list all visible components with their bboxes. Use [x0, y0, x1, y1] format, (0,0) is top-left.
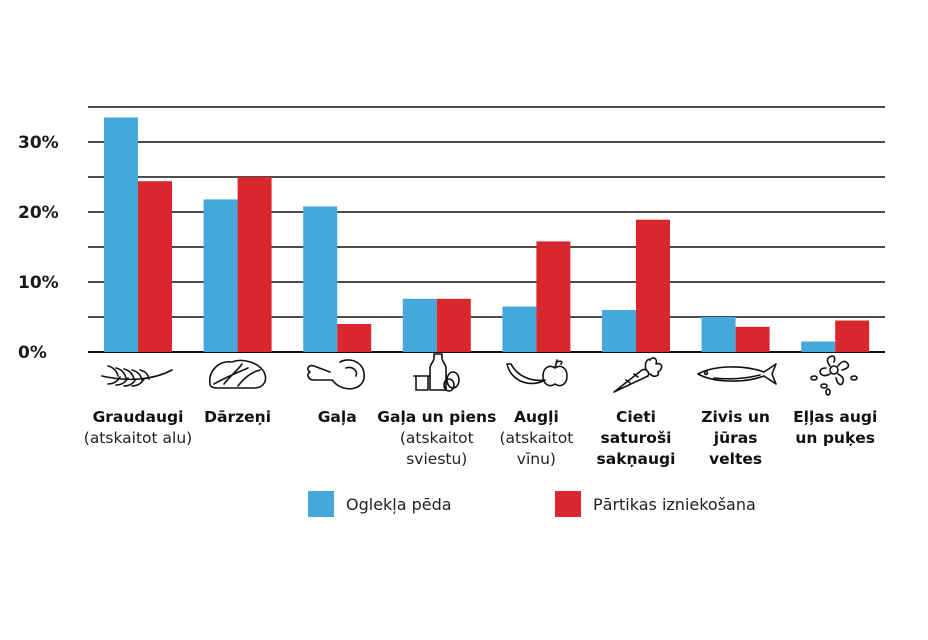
x-tick-label: sviestu)	[406, 450, 467, 468]
x-tick-label: (atskaitot	[400, 429, 474, 447]
bar	[237, 177, 272, 352]
bar	[835, 320, 870, 352]
bars	[104, 117, 870, 352]
y-tick-label: 30%	[18, 133, 59, 153]
x-tick-label: (atskaitot	[499, 429, 573, 447]
bar	[701, 317, 736, 352]
category-icons	[101, 353, 858, 396]
bar	[536, 241, 571, 352]
y-axis-ticks: 0% 10% 20% 30%	[18, 133, 59, 363]
bar	[636, 219, 670, 352]
y-tick-label: 10%	[18, 273, 59, 293]
x-tick-label: sakņaugi	[597, 450, 676, 468]
bar	[602, 310, 636, 352]
x-tick-label: Cieti	[616, 408, 656, 426]
fish-icon	[697, 363, 777, 385]
x-tick-label: un puķes	[795, 429, 875, 447]
bar	[303, 206, 338, 352]
legend-swatch	[308, 491, 334, 517]
x-tick-label: Augļi	[514, 408, 559, 426]
bar	[801, 341, 836, 352]
bar	[502, 306, 537, 352]
bar	[436, 298, 471, 352]
x-tick-label: Gaļa un piens	[377, 408, 496, 426]
bar	[203, 199, 238, 352]
carrot-icon	[613, 357, 663, 393]
wheat-icon	[101, 365, 173, 387]
legend-label: Pārtikas izniekošana	[593, 495, 756, 514]
bar	[138, 181, 172, 352]
x-tick-label: Dārzeņi	[204, 408, 271, 426]
dairy-icon	[413, 353, 460, 392]
x-tick-label: (atskaitot alu)	[84, 429, 192, 447]
x-tick-label: saturoši	[601, 429, 672, 447]
x-tick-label: Graudaugi	[93, 408, 184, 426]
legend-label: Oglekļa pēda	[346, 495, 452, 514]
x-tick-label: jūras	[713, 429, 758, 447]
y-tick-label: 0%	[18, 343, 47, 363]
bar	[735, 326, 770, 352]
ham-leg-icon	[307, 359, 365, 390]
x-tick-label: veltes	[709, 450, 762, 468]
legend: Oglekļa pēda Pārtikas izniekošana	[308, 491, 756, 517]
x-tick-label: Eļļas augi	[793, 408, 877, 426]
bar	[104, 117, 138, 352]
x-tick-label: Zivis un	[701, 408, 770, 426]
y-tick-label: 20%	[18, 203, 59, 223]
lettuce-icon	[209, 359, 267, 389]
bar	[402, 298, 437, 352]
category-labels: Graudaugi (atskaitot alu) Dārzeņi Gaļa Gaļa …	[84, 408, 878, 468]
legend-swatch	[555, 491, 581, 517]
seeds-icon	[810, 355, 858, 396]
bar	[337, 324, 372, 352]
fruit-icon	[506, 359, 568, 387]
x-tick-label: Gaļa	[318, 408, 357, 426]
x-tick-label: vīnu)	[517, 450, 556, 468]
